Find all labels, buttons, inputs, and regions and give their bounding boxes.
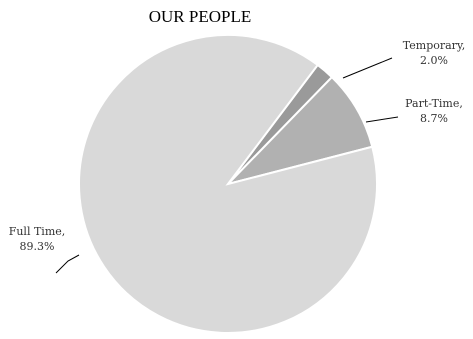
leader-line-temporary	[342, 57, 393, 79]
pie-labels: Temporary, 2.0% Part-Time, 8.7% Full Time, 89…	[9, 39, 465, 274]
slice-label-value: 2.0%	[420, 54, 448, 67]
slice-label-name: Full Time,	[9, 225, 66, 238]
slice-label-value: 8.7%	[420, 112, 448, 125]
slice-label-value: 89.3%	[20, 240, 55, 253]
pie-slice-full-time	[78, 34, 378, 334]
chart-title: OUR PEOPLE	[149, 7, 251, 26]
pie-slices	[78, 34, 378, 334]
slice-label-name: Part-Time,	[405, 97, 463, 110]
leader-line-part-time	[365, 116, 399, 123]
slice-label-name: Temporary,	[403, 39, 465, 52]
pie-slice-part-time	[224, 75, 374, 186]
leader-line-full-time	[55, 254, 80, 274]
